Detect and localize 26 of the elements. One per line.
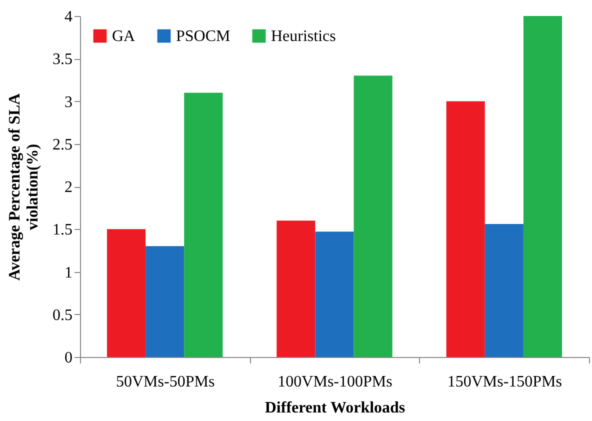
bar — [106, 229, 146, 357]
legend-label: GA — [112, 28, 136, 45]
x-tick-label: 50VMs-50PMs — [116, 374, 215, 390]
y-tick-label: 4 — [64, 8, 72, 26]
y-tick-label: 3.5 — [52, 51, 72, 68]
x-tick-label: 150VMs-150PMs — [447, 374, 562, 390]
x-tick-label: 100VMs-100PMs — [278, 374, 392, 390]
y-tick-label: 1 — [64, 264, 72, 282]
bar — [146, 246, 184, 357]
y-tick-label: 2.5 — [52, 136, 72, 154]
bar — [484, 224, 524, 357]
x-axis-title: Different Workloads — [264, 400, 406, 416]
y-tick-label: 1.5 — [52, 222, 72, 239]
y-tick-label: 0 — [64, 350, 72, 366]
legend-label: Heuristics — [271, 28, 336, 45]
bar — [276, 220, 316, 357]
y-axis-title: Average Percentage of SLA violation(%) — [6, 92, 42, 281]
y-tick-label: 0.5 — [52, 306, 72, 324]
y-tick-label: 2 — [64, 179, 72, 196]
bar — [446, 101, 485, 357]
bar — [354, 76, 392, 357]
bar — [523, 16, 562, 357]
bar — [315, 232, 354, 357]
bar — [184, 92, 223, 357]
legend-label: PSOCM — [176, 28, 230, 45]
y-tick-label: 3 — [64, 94, 72, 111]
